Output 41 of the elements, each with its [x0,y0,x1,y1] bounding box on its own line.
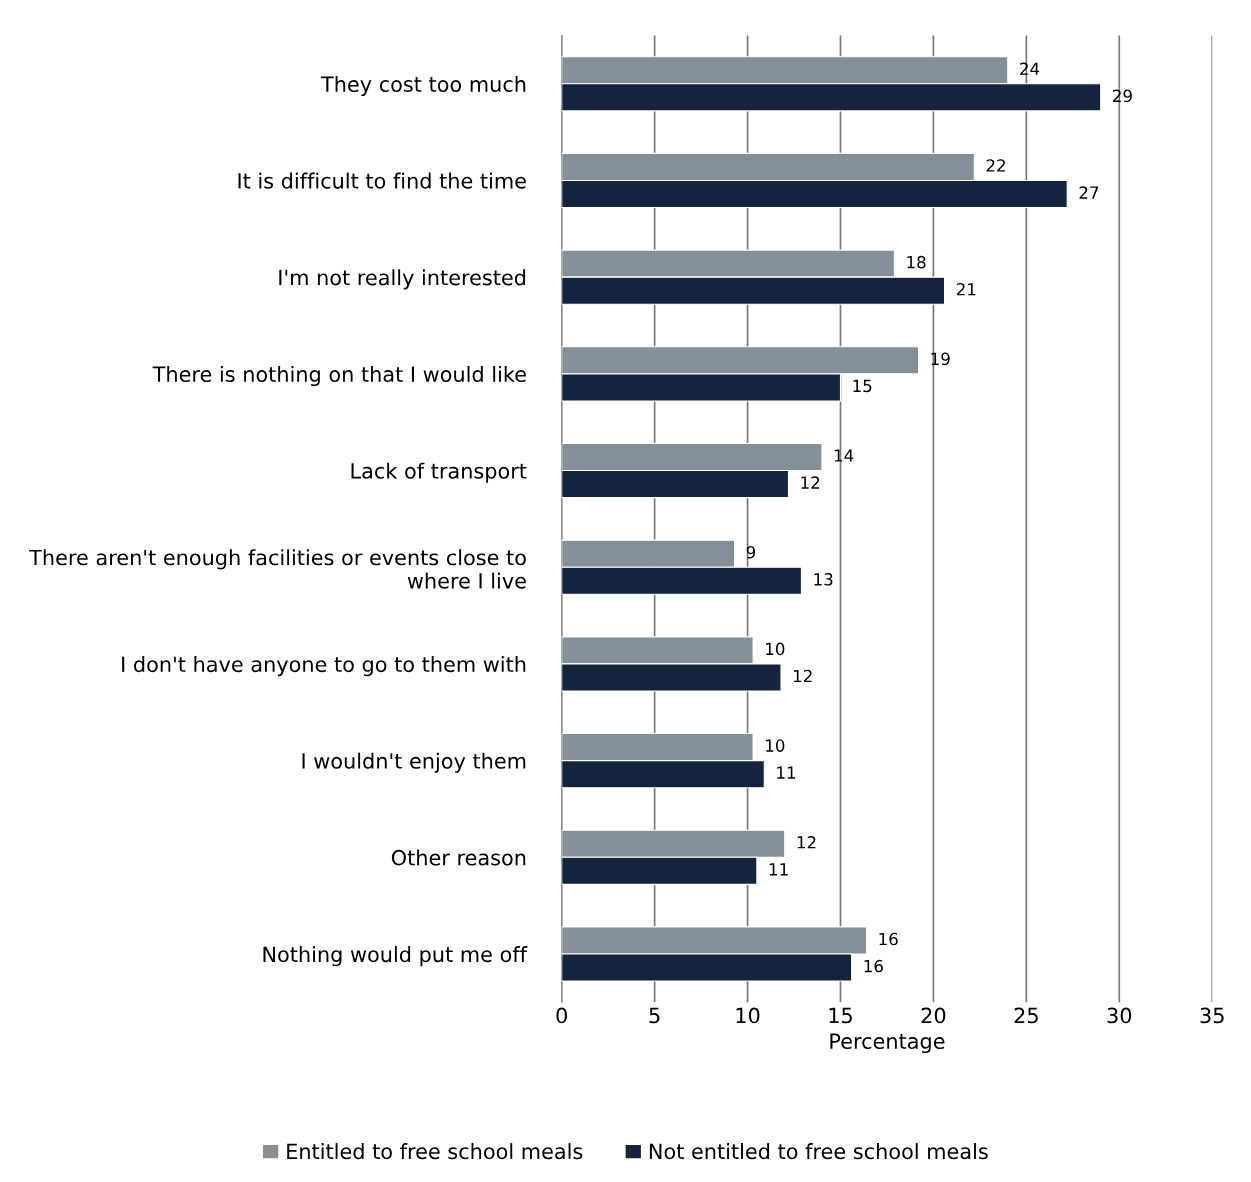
x-tick-label: 10 [736,1007,760,1024]
x-tick-label: 0 [556,1007,567,1024]
data-label: 9 [746,545,756,559]
x-axis-title: Percentage [830,1033,945,1054]
y-tick-label: Other reason [391,849,526,866]
data-label: 14 [834,449,854,462]
x-tick-label: 20 [921,1007,946,1024]
data-label: 12 [797,836,816,849]
data-label: 18 [907,255,926,269]
data-label: 29 [1113,89,1132,103]
data-label: 19 [931,352,950,366]
y-tick-label: There is nothing on that I would like [152,365,526,387]
data-label: 12 [801,476,820,489]
legend-label: Entitled to free school meals [287,1143,583,1160]
y-tick-label: It is difficult to find the time [238,172,526,189]
x-tick-label: 35 [1200,1007,1224,1024]
data-label: 10 [766,642,785,656]
data-label: 11 [769,863,788,876]
data-label: 22 [986,159,1005,172]
data-label: 16 [879,932,898,946]
y-tick-label: I wouldn't enjoy them [302,752,526,773]
y-tick-label: Nothing would put me off [263,946,528,967]
data-label: 16 [864,959,883,973]
y-tick-label: They cost too much [320,75,526,97]
data-label: 15 [853,379,872,393]
y-tick-label: Lack of transport [351,462,527,483]
data-label: 10 [766,739,785,752]
data-label: 12 [793,669,812,683]
y-tick-label: I don't have anyone to go to them with [122,656,526,677]
y-tick-label: I'm not really interested [279,269,526,290]
data-label: 21 [956,282,976,296]
x-tick-label: 30 [1107,1007,1132,1024]
data-label: 27 [1079,186,1099,199]
y-tick-label: There aren't enough facilities or events close to where I live [29,549,526,589]
data-label: 11 [777,766,796,779]
legend-label: Not entitled to free school meals [649,1143,988,1160]
x-tick-label: 25 [1014,1007,1038,1024]
x-tick-label: 15 [829,1007,852,1024]
data-label: 13 [814,573,833,586]
x-tick-label: 5 [649,1007,660,1024]
data-label: 24 [1020,62,1040,75]
